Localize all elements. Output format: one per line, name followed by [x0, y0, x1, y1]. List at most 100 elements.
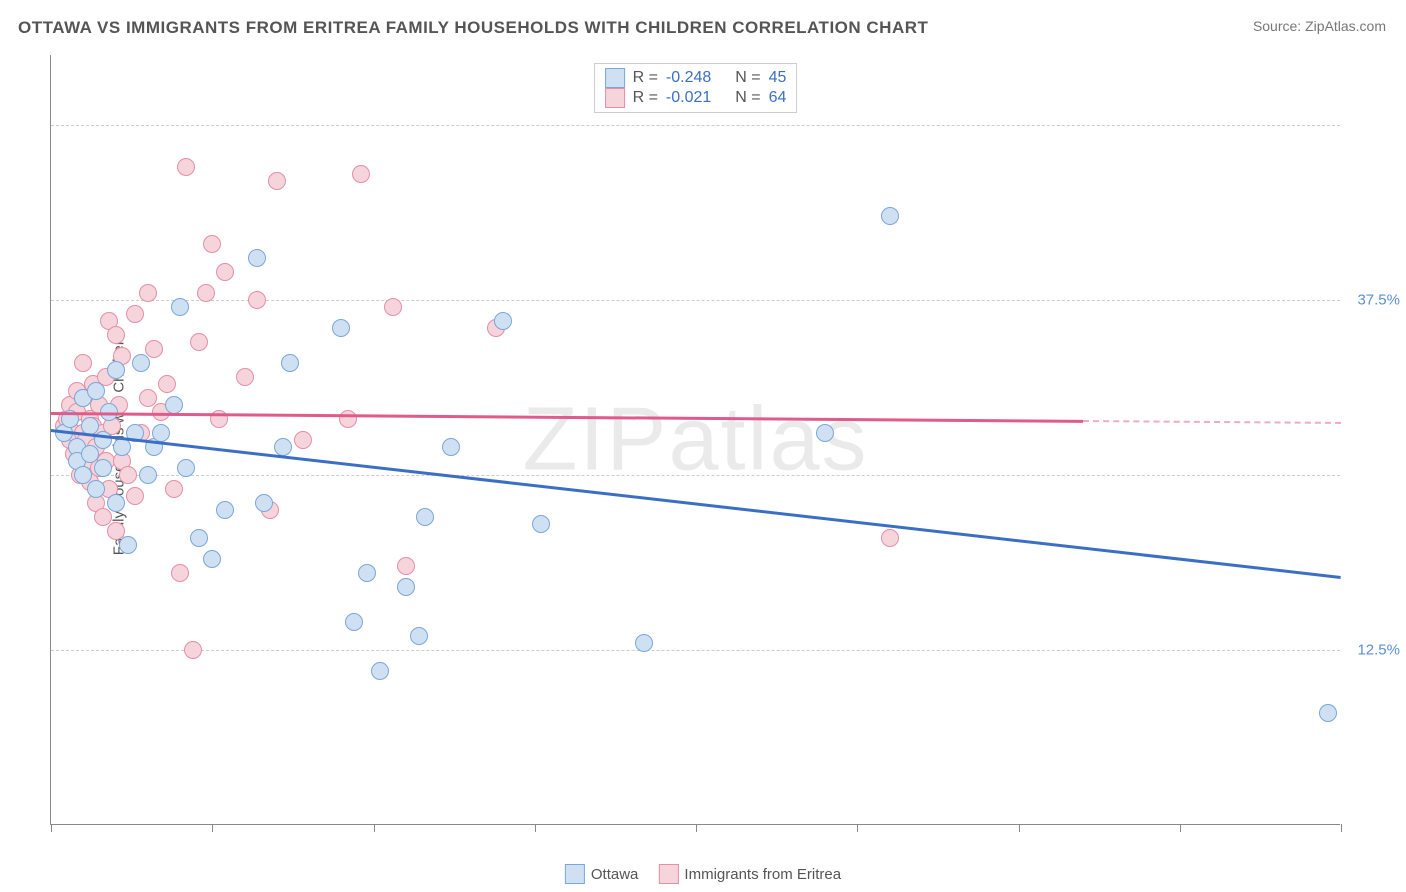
legend-swatch-ottawa — [605, 68, 625, 88]
y-tick-label: 37.5% — [1357, 292, 1400, 309]
legend-swatch-eritrea — [605, 88, 625, 108]
r-value-ottawa: -0.248 — [666, 69, 711, 87]
chart-title: OTTAWA VS IMMIGRANTS FROM ERITREA FAMILY… — [18, 18, 928, 38]
data-point-eritrea — [171, 564, 189, 582]
x-tick — [857, 824, 858, 832]
data-point-ottawa — [371, 662, 389, 680]
legend-item-eritrea: Immigrants from Eritrea — [658, 864, 841, 884]
data-point-eritrea — [352, 165, 370, 183]
x-tick — [212, 824, 213, 832]
x-tick — [535, 824, 536, 832]
legend-row-eritrea: R = -0.021 N = 64 — [605, 88, 787, 108]
data-point-ottawa — [87, 480, 105, 498]
data-point-ottawa — [494, 312, 512, 330]
data-point-ottawa — [132, 354, 150, 372]
data-point-eritrea — [139, 284, 157, 302]
data-point-ottawa — [345, 613, 363, 631]
legend-label-eritrea: Immigrants from Eritrea — [684, 866, 841, 883]
legend-statistics: R = -0.248 N = 45 R = -0.021 N = 64 — [594, 63, 798, 113]
data-point-ottawa — [1319, 704, 1337, 722]
data-point-ottawa — [635, 634, 653, 652]
data-point-eritrea — [248, 291, 266, 309]
n-value-ottawa: 45 — [769, 69, 787, 87]
data-point-eritrea — [145, 340, 163, 358]
data-point-eritrea — [203, 235, 221, 253]
data-point-eritrea — [184, 641, 202, 659]
n-label: N = — [735, 89, 760, 107]
gridline — [51, 300, 1340, 301]
gridline — [51, 650, 1340, 651]
r-label: R = — [633, 69, 658, 87]
data-point-ottawa — [442, 438, 460, 456]
data-point-ottawa — [119, 536, 137, 554]
data-point-ottawa — [107, 494, 125, 512]
gridline — [51, 475, 1340, 476]
data-point-eritrea — [158, 375, 176, 393]
x-tick — [51, 824, 52, 832]
data-point-eritrea — [294, 431, 312, 449]
r-value-eritrea: -0.021 — [666, 89, 711, 107]
legend-row-ottawa: R = -0.248 N = 45 — [605, 68, 787, 88]
data-point-ottawa — [113, 438, 131, 456]
data-point-eritrea — [397, 557, 415, 575]
legend-swatch-eritrea — [658, 864, 678, 884]
data-point-eritrea — [107, 326, 125, 344]
correlation-chart: OTTAWA VS IMMIGRANTS FROM ERITREA FAMILY… — [0, 0, 1406, 892]
data-point-ottawa — [87, 382, 105, 400]
data-point-eritrea — [126, 487, 144, 505]
data-point-eritrea — [384, 298, 402, 316]
data-point-ottawa — [274, 438, 292, 456]
data-point-ottawa — [416, 508, 434, 526]
data-point-eritrea — [216, 263, 234, 281]
x-tick — [1341, 824, 1342, 832]
data-point-ottawa — [248, 249, 266, 267]
data-point-eritrea — [74, 354, 92, 372]
data-point-ottawa — [358, 564, 376, 582]
data-point-ottawa — [165, 396, 183, 414]
legend-item-ottawa: Ottawa — [565, 864, 639, 884]
data-point-ottawa — [171, 298, 189, 316]
data-point-ottawa — [281, 354, 299, 372]
trendline-dashed-eritrea — [1083, 420, 1341, 424]
data-point-ottawa — [255, 494, 273, 512]
data-point-ottawa — [177, 459, 195, 477]
data-point-eritrea — [190, 333, 208, 351]
data-point-eritrea — [165, 480, 183, 498]
data-point-ottawa — [332, 319, 350, 337]
data-point-ottawa — [139, 466, 157, 484]
plot-area: ZIPatlas R = -0.248 N = 45 R = -0.021 N … — [50, 55, 1340, 825]
data-point-eritrea — [126, 305, 144, 323]
x-tick — [1180, 824, 1181, 832]
legend-label-ottawa: Ottawa — [591, 866, 639, 883]
data-point-ottawa — [816, 424, 834, 442]
data-point-eritrea — [119, 466, 137, 484]
trendline-ottawa — [51, 429, 1341, 578]
data-point-eritrea — [177, 158, 195, 176]
data-point-ottawa — [203, 550, 221, 568]
data-point-ottawa — [190, 529, 208, 547]
legend-swatch-ottawa — [565, 864, 585, 884]
data-point-eritrea — [197, 284, 215, 302]
gridline — [51, 125, 1340, 126]
data-point-ottawa — [881, 207, 899, 225]
data-point-ottawa — [410, 627, 428, 645]
data-point-ottawa — [94, 459, 112, 477]
x-tick — [374, 824, 375, 832]
source-label: Source: ZipAtlas.com — [1253, 18, 1386, 34]
data-point-ottawa — [107, 361, 125, 379]
trendline-eritrea — [51, 412, 1083, 422]
data-point-ottawa — [152, 424, 170, 442]
data-point-ottawa — [216, 501, 234, 519]
data-point-ottawa — [532, 515, 550, 533]
data-point-ottawa — [397, 578, 415, 596]
x-tick — [696, 824, 697, 832]
data-point-eritrea — [268, 172, 286, 190]
y-tick-label: 12.5% — [1357, 642, 1400, 659]
n-value-eritrea: 64 — [769, 89, 787, 107]
legend-series: Ottawa Immigrants from Eritrea — [565, 864, 841, 884]
x-tick — [1019, 824, 1020, 832]
n-label: N = — [735, 69, 760, 87]
data-point-eritrea — [236, 368, 254, 386]
data-point-eritrea — [339, 410, 357, 428]
r-label: R = — [633, 89, 658, 107]
